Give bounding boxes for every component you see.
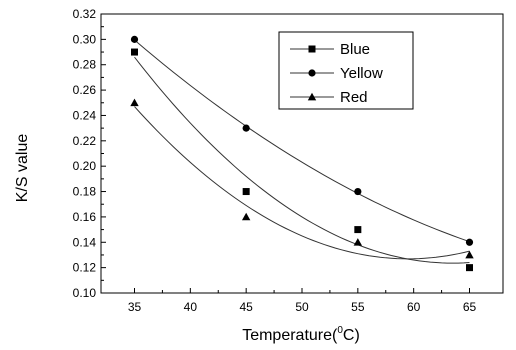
legend-item-yellow: Yellow (290, 65, 383, 82)
series-red-points (130, 98, 474, 259)
x-axis-title-main: Temperature( (242, 327, 338, 344)
markers-layer (130, 35, 474, 272)
plot-frame (100, 13, 504, 294)
marker-triangle (241, 212, 251, 221)
marker-square (354, 226, 362, 234)
marker-circle (308, 69, 316, 77)
marker-triangle (130, 98, 139, 107)
legend-item-blue: Blue (290, 41, 370, 58)
marker-circle (130, 35, 139, 43)
y-tick-label: 0.28 (73, 58, 97, 72)
legend-box (278, 31, 414, 110)
marker-triangle (353, 238, 363, 246)
y-tick-label: 0.22 (73, 134, 97, 148)
y-tick-label: 0.18 (73, 185, 97, 199)
y-tick-label: 0.20 (73, 159, 97, 173)
legend-label: Red (340, 89, 368, 106)
x-tick-label: 55 (351, 300, 365, 314)
legend-label: Blue (340, 41, 370, 58)
x-axis-title-superscript: 0 (337, 325, 343, 336)
marker-circle (465, 238, 474, 246)
marker-square (242, 188, 250, 196)
y-tick-label: 0.14 (73, 235, 97, 249)
marker-square (308, 45, 316, 53)
marker-triangle (307, 92, 317, 101)
x-tick-label: 65 (463, 300, 477, 314)
fit-curve-yellow (134, 39, 470, 243)
x-tick-label: 60 (407, 300, 421, 314)
marker-square (466, 264, 473, 272)
x-axis-title-tail: C) (343, 327, 360, 344)
x-tick-label: 50 (295, 300, 309, 314)
y-axis-title: K/S value (14, 134, 31, 203)
y-tick-label: 0.12 (73, 261, 97, 275)
marker-square (131, 48, 138, 56)
x-tick-label: 45 (239, 300, 253, 314)
y-tick-label: 0.30 (73, 32, 97, 46)
x-tick-label: 40 (184, 300, 198, 314)
y-tick-label: 0.10 (73, 286, 97, 300)
marker-triangle (465, 250, 474, 259)
y-tick-label: 0.32 (73, 7, 97, 21)
y-tick-label: 0.24 (73, 108, 97, 122)
legend-item-red: Red (290, 89, 368, 106)
series-blue-points (131, 48, 473, 272)
legend: Blue Yellow Red (278, 31, 414, 110)
y-tick-label: 0.26 (73, 83, 97, 97)
x-tick-label: 35 (128, 300, 142, 314)
marker-circle (242, 124, 250, 132)
fit-curve-red (134, 106, 470, 260)
legend-label: Yellow (340, 65, 383, 82)
series-yellow-points (130, 35, 474, 246)
x-axis-title: Temperature(0C) (242, 325, 360, 344)
marker-circle (354, 187, 362, 196)
y-tick-label: 0.16 (73, 210, 97, 224)
fit-curves-layer (134, 39, 470, 264)
fit-curve-blue (134, 56, 470, 264)
